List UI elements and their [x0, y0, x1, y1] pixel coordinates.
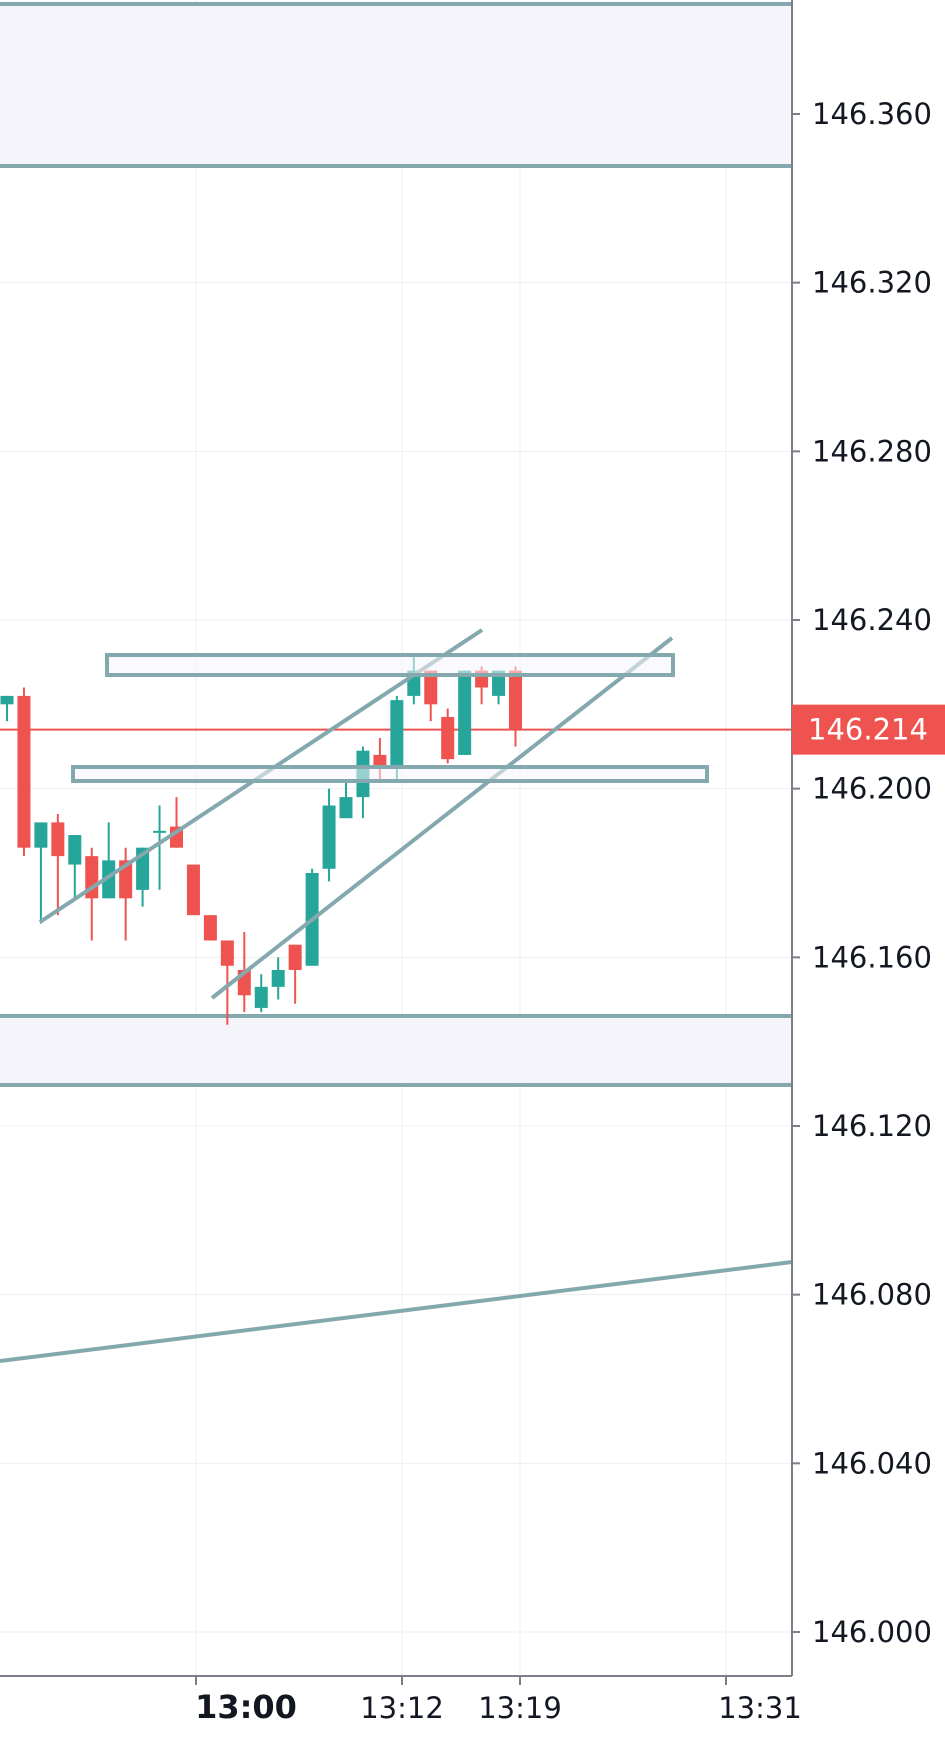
candle-body[interactable] — [186, 864, 200, 916]
price-tick-label: 146.120 — [812, 1109, 932, 1143]
candle-body[interactable] — [254, 986, 268, 1008]
candle-body[interactable] — [220, 940, 234, 966]
long-trendline[interactable] — [0, 1260, 793, 1363]
candle[interactable] — [220, 940, 234, 1025]
candle[interactable] — [0, 695, 14, 722]
candle-body[interactable] — [271, 969, 285, 987]
channel-lower-trendline[interactable] — [210, 636, 674, 1000]
candle[interactable] — [102, 822, 116, 899]
time-tick-label: 13:19 — [478, 1691, 562, 1725]
current-price-badge-bg — [792, 704, 945, 755]
drawings-layer[interactable] — [0, 628, 793, 1363]
price-tick-label: 146.200 — [812, 772, 932, 806]
candle[interactable] — [51, 813, 65, 916]
price-tick-label: 146.000 — [812, 1615, 932, 1649]
candle-body[interactable] — [509, 670, 522, 730]
candle-body[interactable] — [34, 822, 48, 848]
grid-layer — [0, 0, 792, 1676]
resistance-zone[interactable] — [0, 3, 792, 166]
upper-range-box[interactable] — [105, 653, 675, 677]
candle[interactable] — [254, 974, 268, 1013]
price-tick-label: 146.040 — [812, 1446, 932, 1480]
axes-layer — [0, 0, 800, 1685]
candle[interactable] — [85, 847, 99, 941]
current-price-badge: 146.214 — [792, 704, 945, 755]
zone-layer — [0, 2, 792, 1087]
candle-body[interactable] — [390, 700, 404, 768]
price-tick-label: 146.240 — [812, 603, 932, 637]
candle[interactable] — [17, 687, 31, 857]
candle[interactable] — [34, 822, 48, 924]
candle-body[interactable] — [339, 797, 353, 819]
candle-body[interactable] — [68, 835, 82, 865]
time-tick-label: 13:12 — [360, 1691, 444, 1725]
support-zone[interactable] — [0, 1016, 792, 1085]
price-tick-label: 146.280 — [812, 434, 932, 468]
candle-body[interactable] — [0, 695, 14, 705]
candles-layer[interactable] — [0, 653, 523, 1025]
candle[interactable] — [186, 864, 200, 916]
candle[interactable] — [424, 670, 438, 722]
candle[interactable] — [458, 670, 472, 755]
candle-body[interactable] — [288, 944, 302, 970]
candle[interactable] — [170, 797, 183, 848]
candle-body[interactable] — [153, 830, 167, 833]
candle[interactable] — [288, 944, 302, 1004]
candle-body[interactable] — [458, 670, 472, 755]
time-tick-label: 13:00 — [195, 1688, 297, 1726]
price-tick-label: 146.160 — [812, 940, 932, 974]
candle-body[interactable] — [322, 805, 336, 869]
time-axis[interactable]: 13:00 13:12 13:19 13:31 — [195, 1688, 802, 1726]
candle[interactable] — [203, 915, 217, 941]
candle-body[interactable] — [441, 716, 455, 760]
candle-body[interactable] — [51, 822, 65, 857]
candle-body[interactable] — [424, 670, 438, 705]
time-tick-label: 13:31 — [718, 1691, 802, 1725]
candle-body[interactable] — [203, 915, 217, 941]
lower-range-box[interactable] — [71, 765, 709, 783]
candle[interactable] — [441, 708, 455, 764]
candle-body[interactable] — [373, 754, 387, 768]
price-tick-label: 146.080 — [812, 1278, 932, 1312]
candle-body[interactable] — [17, 695, 31, 848]
current-price-badge-label: 146.214 — [808, 713, 928, 747]
candle[interactable] — [68, 835, 82, 899]
price-tick-label: 146.360 — [812, 97, 932, 131]
price-axis[interactable]: 146.360 146.320 146.280 146.240 146.200 146.1… — [812, 97, 932, 1649]
candle[interactable] — [339, 780, 353, 819]
candle[interactable] — [271, 957, 285, 1000]
candle[interactable] — [509, 666, 522, 747]
candle[interactable] — [322, 788, 336, 882]
candle-body[interactable] — [102, 860, 116, 899]
price-tick-label: 146.320 — [812, 266, 932, 300]
candle[interactable] — [153, 805, 167, 890]
